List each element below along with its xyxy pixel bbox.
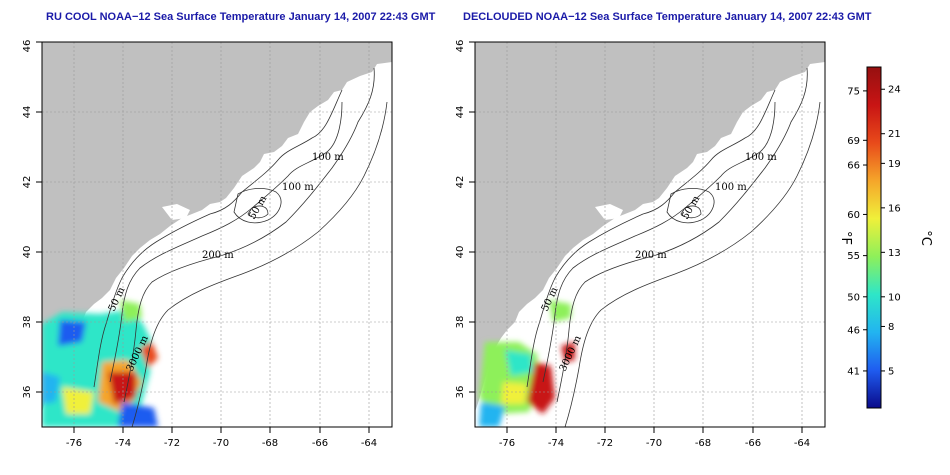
- cape-cod-water: [595, 204, 623, 220]
- contour-label-200m: 200 m: [635, 250, 667, 261]
- lat-tick-label: 42: [455, 176, 466, 189]
- celsius-unit-label: °C: [918, 230, 933, 246]
- bathymetry-contours: [526, 67, 821, 427]
- celsius-tick-label: 5: [888, 366, 894, 377]
- fahrenheit-tick-label: 55: [847, 251, 860, 262]
- celsius-tick-label: 19: [888, 159, 901, 170]
- contour-label-100m-georges: 100 m: [715, 182, 747, 193]
- celsius-tick-label: 13: [888, 248, 901, 259]
- lon-tick-label: -68: [695, 438, 711, 449]
- lon-tick-label: -72: [164, 438, 180, 449]
- lat-tick-label: 38: [22, 316, 33, 329]
- lat-tick-label: 36: [455, 386, 466, 399]
- cape-cod-water: [162, 204, 190, 220]
- graticule: [42, 42, 392, 427]
- temperature-colorbar: 75 69 66 60 55 50 46 41 24 21 19 16 13 10 8 5 °F °C: [838, 66, 933, 409]
- lon-tick-label: -68: [262, 438, 278, 449]
- celsius-tick-label: 8: [888, 322, 894, 333]
- lon-tick-label: -72: [597, 438, 613, 449]
- land-mass: [475, 42, 825, 412]
- celsius-tick-label: 10: [888, 292, 901, 303]
- lat-tick-label: 42: [22, 176, 33, 189]
- lon-tick-label: -74: [115, 438, 131, 449]
- raw-sst-map: 100 m 100 m 50 m 200 m 50 m 3000 m -76 -…: [22, 40, 393, 449]
- fahrenheit-tick-label: 50: [847, 292, 860, 303]
- lon-tick-label: -66: [312, 438, 328, 449]
- lon-tick-label: -66: [745, 438, 761, 449]
- lon-tick-label: -76: [499, 438, 515, 449]
- declouded-sst-map-panel: 100 m 100 m 50 m 200 m 50 m 3000 m -76 -…: [455, 40, 826, 449]
- map-frame: [41, 41, 393, 428]
- contour-label-100m-north: 100 m: [312, 152, 344, 163]
- contour-label-100m-georges: 100 m: [282, 182, 314, 193]
- lat-tick-label: 46: [22, 40, 33, 53]
- lat-tick-label: 40: [455, 246, 466, 259]
- fahrenheit-tick-label: 46: [847, 325, 860, 336]
- left-map-title: RU COOL NOAA−12 Sea Surface Temperature …: [46, 11, 436, 23]
- graticule: [475, 42, 825, 427]
- lon-tick-label: -64: [361, 438, 377, 449]
- declouded-sst-map: 100 m 100 m 50 m 200 m 50 m 3000 m -76 -…: [455, 40, 826, 449]
- sst-field: [479, 300, 575, 427]
- celsius-tick-label: 16: [888, 203, 901, 214]
- contour-label-100m-north: 100 m: [745, 152, 777, 163]
- lat-tick-label: 40: [22, 246, 33, 259]
- right-map-title: DECLOUDED NOAA−12 Sea Surface Temperatur…: [463, 11, 872, 23]
- axis-ticks: [36, 41, 370, 433]
- contour-label-200m: 200 m: [202, 250, 234, 261]
- lat-tick-label: 44: [455, 106, 466, 119]
- lat-tick-label: 44: [22, 106, 33, 119]
- axis-ticks: [469, 41, 803, 433]
- lon-tick-label: -76: [66, 438, 82, 449]
- land-mass: [42, 42, 392, 412]
- fahrenheit-tick-label: 75: [847, 86, 860, 97]
- lat-tick-label: 36: [22, 386, 33, 399]
- map-frame: [474, 41, 826, 428]
- lon-tick-label: -70: [213, 438, 229, 449]
- colorbar-gradient: [866, 66, 882, 409]
- colorbar-ticks: 75 69 66 60 55 50 46 41 24 21 19 16 13 10 8 5: [847, 85, 900, 378]
- fahrenheit-tick-label: 41: [847, 366, 860, 377]
- lon-tick-label: -74: [548, 438, 564, 449]
- lat-tick-label: 46: [455, 40, 466, 53]
- celsius-tick-label: 21: [888, 129, 901, 140]
- lon-tick-label: -64: [794, 438, 810, 449]
- raw-sst-map-panel: 100 m 100 m 50 m 200 m 50 m 3000 m -76 -…: [22, 40, 393, 449]
- fahrenheit-tick-label: 60: [847, 210, 860, 221]
- fahrenheit-tick-label: 66: [847, 161, 860, 172]
- fahrenheit-unit-label: °F: [838, 231, 853, 245]
- bathymetry-contours: [93, 67, 388, 427]
- lon-tick-label: -70: [646, 438, 662, 449]
- fahrenheit-tick-label: 69: [847, 136, 860, 147]
- lat-tick-label: 38: [455, 316, 466, 329]
- celsius-tick-label: 24: [888, 85, 901, 96]
